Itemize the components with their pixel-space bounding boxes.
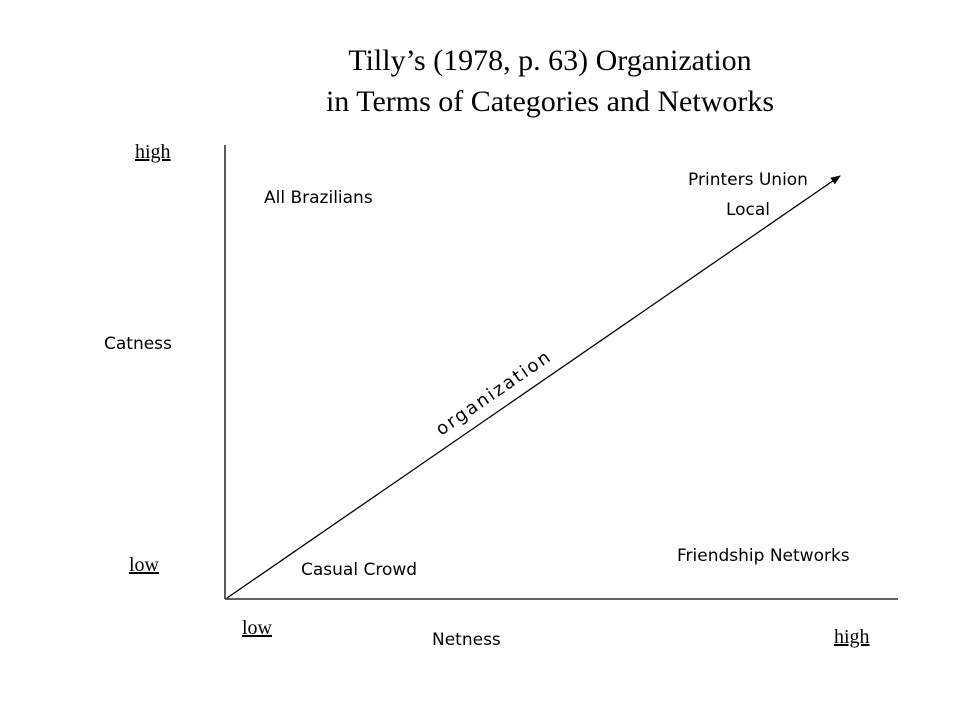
x-axis-high-label: high [834,626,870,648]
quadrant-label-casual-crowd: Casual Crowd [301,560,418,580]
quadrant-label-printers-union-line-1: Printers Union [688,170,808,190]
title-line-1: Tilly’s (1978, p. 63) Organization [348,44,752,77]
y-axis-title: Catness [104,334,172,354]
x-axis-low-label: low [242,617,272,639]
quadrant-label-all-brazilians: All Brazilians [264,188,373,208]
x-axis-title: Netness [432,630,501,650]
quadrant-label-friendship-networks: Friendship Networks [677,546,850,566]
y-axis-high-label: high [135,141,171,163]
title-line-2: in Terms of Categories and Networks [325,85,775,118]
quadrant-label-printers-union-line-2: Local [725,200,771,220]
y-axis-low-label: low [129,554,159,576]
arrow-label: organization [432,346,556,440]
organization-arrow [226,175,841,599]
